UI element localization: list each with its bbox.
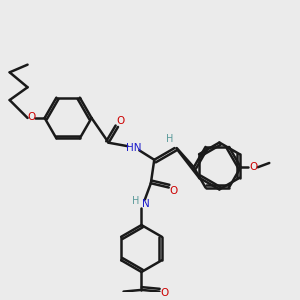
Text: N: N xyxy=(142,199,150,209)
Text: H: H xyxy=(166,134,173,144)
Text: O: O xyxy=(249,162,258,172)
Text: O: O xyxy=(170,186,178,196)
Text: HN: HN xyxy=(127,143,142,153)
Text: O: O xyxy=(116,116,124,125)
Text: H: H xyxy=(131,196,139,206)
Text: O: O xyxy=(28,112,36,122)
Text: O: O xyxy=(160,288,169,298)
